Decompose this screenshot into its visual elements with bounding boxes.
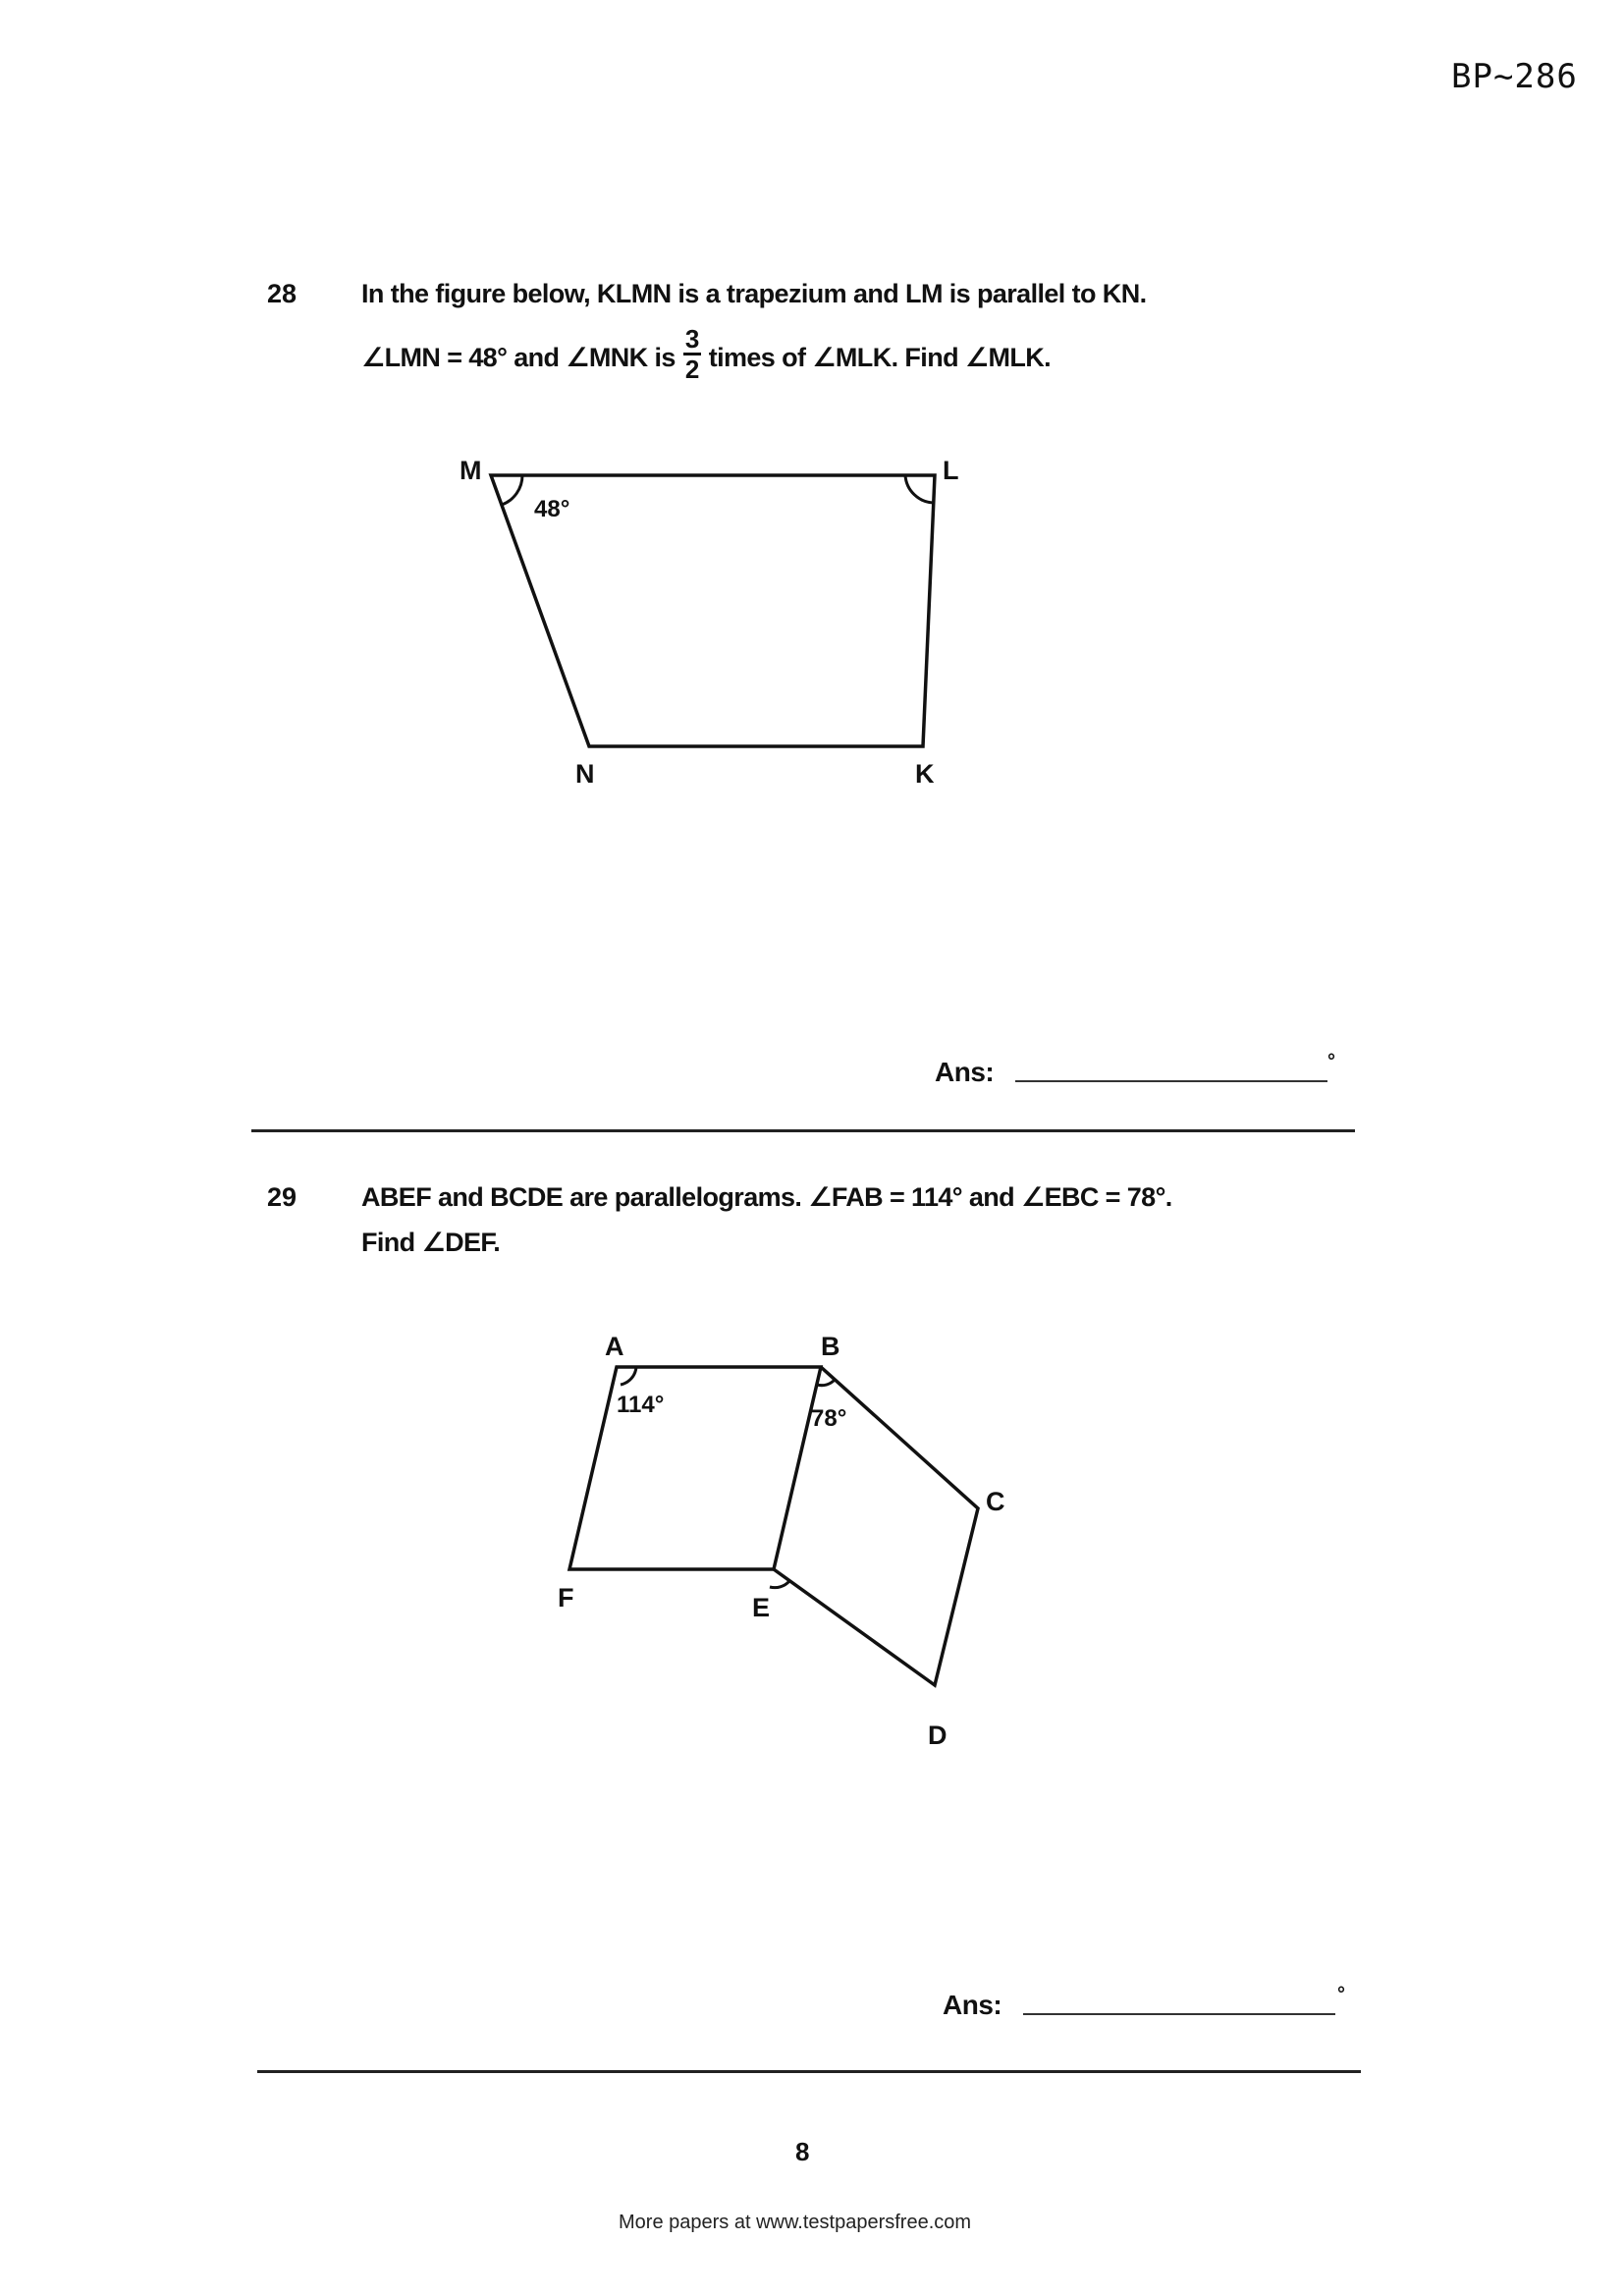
angle-l-arc (903, 474, 935, 505)
label-d: D (928, 1721, 947, 1750)
trapezium-outline (488, 473, 937, 748)
question-28-answer-label: Ans: (935, 1057, 995, 1087)
question-28-line1: In the figure below, KLMN is a trapezium… (361, 279, 1147, 308)
parallelogram-abef (567, 1365, 824, 1571)
angle-m-value: 48° (534, 496, 569, 522)
question-29-answer-label: Ans: (943, 1990, 1002, 2020)
trapezium-klmn-figure: M L N K 48° (460, 456, 959, 789)
fraction-numerator: 3 (682, 324, 701, 355)
question-29-number: 29 (267, 1182, 298, 1212)
parallelograms-figure: A B C D E F 114° 78° (558, 1332, 1005, 1750)
label-e: E (752, 1593, 770, 1622)
parallelogram-bcde (772, 1365, 980, 1688)
label-f: F (558, 1583, 574, 1613)
label-a: A (605, 1332, 624, 1361)
page-number: 8 (795, 2137, 810, 2166)
angle-m-arc (501, 474, 524, 507)
label-b: B (821, 1332, 840, 1361)
question-29-line2: Find ∠DEF. (361, 1228, 501, 1257)
question-28-answer-line[interactable] (1015, 1080, 1327, 1082)
label-m: M (460, 456, 482, 485)
question-28-line2: ∠LMN = 48° and ∠MNK is 3 2 times of ∠MLK… (361, 326, 1052, 386)
question-29-line1: ABEF and BCDE are parallelograms. ∠FAB =… (361, 1182, 1172, 1212)
angle-b-arc (816, 1378, 837, 1388)
footer-text: More papers at www.testpapersfree.com (619, 2212, 972, 2233)
question-28-task: times of ∠MLK. Find ∠MLK. (708, 343, 1052, 372)
fraction-three-halves: 3 2 (682, 324, 701, 384)
paper-code: BP~286 (1451, 57, 1578, 96)
question-29-answer-line[interactable] (1023, 2013, 1335, 2015)
question-28-answer-unit: ° (1327, 1051, 1335, 1072)
label-n: N (575, 759, 595, 789)
angle-b-value: 78° (811, 1405, 846, 1432)
angle-a-value: 114° (617, 1392, 664, 1418)
question-28-given: ∠LMN = 48° and ∠MNK is (361, 343, 676, 372)
label-l: L (943, 456, 959, 485)
label-c: C (986, 1487, 1005, 1516)
fraction-denominator: 2 (684, 355, 699, 384)
angle-e-arc (769, 1579, 791, 1590)
section-divider (251, 1129, 1355, 1132)
section-divider-bottom (257, 2070, 1361, 2073)
label-k: K (915, 759, 935, 789)
question-29-answer-unit: ° (1337, 1984, 1345, 2005)
angle-a-arc (620, 1366, 638, 1387)
question-28-number: 28 (267, 279, 298, 308)
